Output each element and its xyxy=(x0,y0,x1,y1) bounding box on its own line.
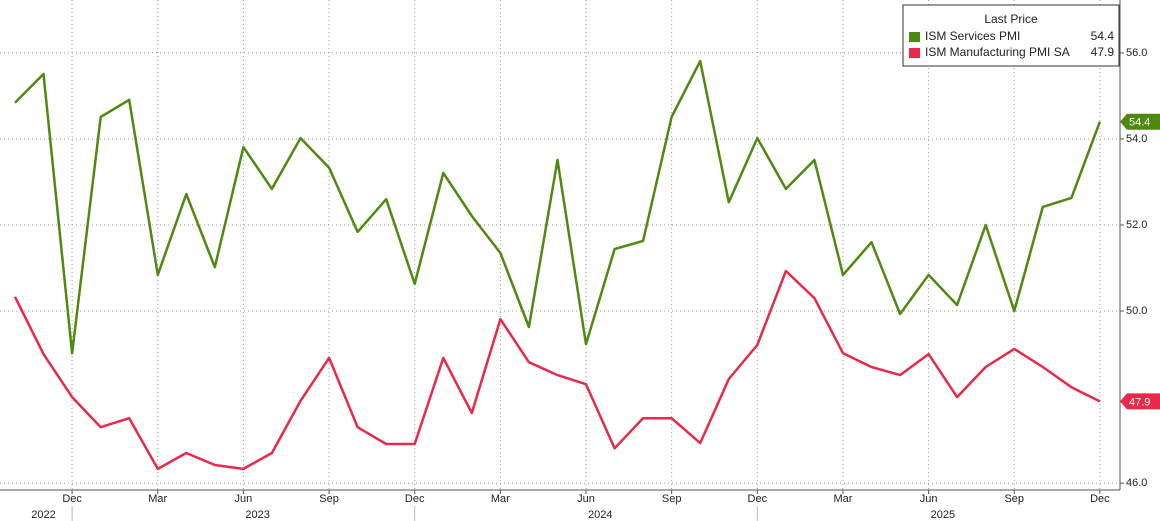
legend-swatch xyxy=(909,48,920,58)
series-line xyxy=(14,59,1102,355)
legend-title: Last Price xyxy=(984,12,1038,26)
end-label-box xyxy=(1120,113,1160,130)
x-tick-label: Mar xyxy=(491,493,510,505)
y-tick-label: 50.0 xyxy=(1126,305,1147,317)
x-tick-label: Dec xyxy=(405,493,425,505)
x-tick-label: Jun xyxy=(920,493,938,505)
end-label-box xyxy=(1120,393,1160,410)
legend-value: 47.9 xyxy=(1091,45,1115,59)
y-tick-label: 54.0 xyxy=(1126,133,1147,145)
y-tick-label: 52.0 xyxy=(1126,219,1147,231)
year-label: 2022 xyxy=(31,509,55,521)
x-tick-label: Dec xyxy=(748,493,768,505)
legend-value: 54.4 xyxy=(1091,29,1115,43)
legend-box xyxy=(902,4,1120,67)
year-label: 2025 xyxy=(931,509,955,521)
x-tick-label: Dec xyxy=(1090,493,1110,505)
x-tick-label: Jun xyxy=(235,493,253,505)
y-tick-label: 56.0 xyxy=(1126,47,1147,59)
x-tick-label: Sep xyxy=(662,493,682,505)
x-tick-label: Dec xyxy=(62,493,82,505)
x-tick-label: Mar xyxy=(833,493,852,505)
x-tick-label: Jun xyxy=(577,493,595,505)
x-tick-label: Mar xyxy=(148,493,167,505)
x-tick-label: Sep xyxy=(319,493,339,505)
year-label: 2024 xyxy=(588,509,612,521)
year-label: 2023 xyxy=(245,509,269,521)
legend-label: ISM Manufacturing PMI SA xyxy=(925,45,1070,59)
end-label: 47.9 xyxy=(1129,396,1150,408)
x-tick-label: Sep xyxy=(1004,493,1024,505)
legend-swatch xyxy=(909,32,920,42)
end-label: 54.4 xyxy=(1129,117,1150,129)
y-tick-label: 46.0 xyxy=(1126,477,1147,489)
legend-label: ISM Services PMI xyxy=(925,29,1020,43)
series-line xyxy=(13,269,1101,471)
